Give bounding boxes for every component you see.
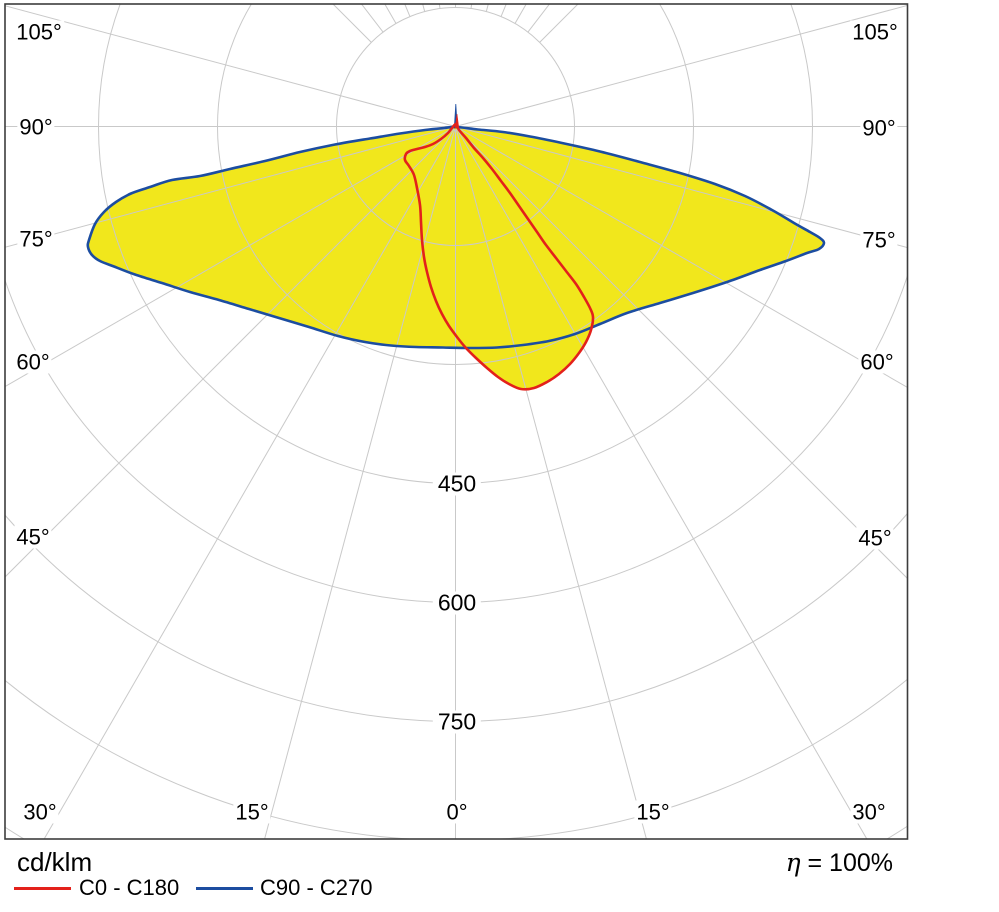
eta-symbol: η <box>785 848 801 877</box>
intensity-ring-label: 750 <box>432 710 482 734</box>
intensity-ring-label: 600 <box>432 591 482 615</box>
c0-c180-legend-line <box>14 887 71 890</box>
gamma-angle-label: 105° <box>14 19 64 45</box>
gamma-angle-label: 90° <box>17 114 55 140</box>
gamma-angle-label: 75° <box>17 226 55 252</box>
gamma-angle-label: 60° <box>858 349 896 375</box>
efficiency-label: η = 100% <box>786 848 893 878</box>
gamma-angle-label: 15° <box>233 799 271 825</box>
gamma-angle-label: 105° <box>850 19 900 45</box>
c90-c270-legend-line <box>196 887 253 890</box>
gamma-angle-label: 90° <box>860 115 898 141</box>
gamma-angle-label: 15° <box>634 799 672 825</box>
c90-c270-legend-label: C90 - C270 <box>260 875 373 900</box>
legend-units-label: cd/klm <box>17 847 93 877</box>
chart-frame <box>4 3 909 840</box>
gamma-angle-label: 30° <box>21 799 59 825</box>
gamma-angle-label: 45° <box>856 525 894 551</box>
gamma-angle-label: 75° <box>860 227 898 253</box>
intensity-ring-label: 450 <box>432 472 482 496</box>
intensity-curves <box>86 103 826 391</box>
c0-c180-legend-label: C0 - C180 <box>79 875 180 900</box>
gamma-angle-label: 30° <box>850 799 888 825</box>
gamma-angle-label: 60° <box>14 349 52 375</box>
gamma-angle-label: 0° <box>444 799 470 825</box>
gamma-angle-label: 45° <box>14 524 52 550</box>
legend: cd/klm C0 - C180 C90 - C270 <box>0 839 999 912</box>
eta-value: = 100% <box>800 849 894 877</box>
